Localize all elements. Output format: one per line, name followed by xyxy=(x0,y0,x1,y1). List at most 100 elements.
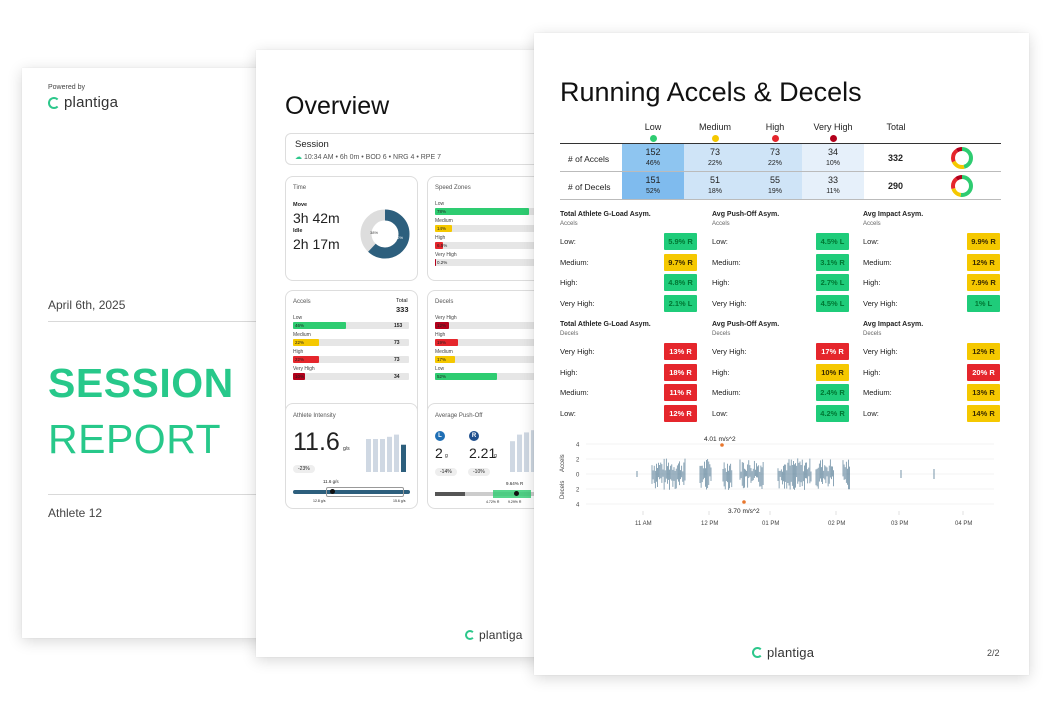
asym-badge: 9.7% R xyxy=(664,253,697,271)
row-label: # of Accels xyxy=(568,154,610,164)
asym-subtitle: Decels xyxy=(560,331,579,337)
title-report: REPORT xyxy=(48,416,222,462)
athlete-intensity-card: Athlete Intensity 11.6 g/s -23% 11.6 g/s… xyxy=(285,403,418,509)
asym-row-label: Low: xyxy=(863,237,879,246)
row-divider xyxy=(560,171,1001,172)
intensity-unit: g/s xyxy=(343,446,350,452)
asym-title: Avg Push-Off Asym. xyxy=(712,211,780,218)
total-header: Total xyxy=(886,122,906,132)
right-pushoff-change: -10% xyxy=(468,468,490,476)
left-pushoff-change: -14% xyxy=(435,468,457,476)
asym-badge: 2.1% L xyxy=(664,294,697,312)
total-value: 333 xyxy=(396,305,409,314)
count-pct: 22% xyxy=(707,160,722,167)
card-title: Accels xyxy=(293,299,311,305)
asym-title: Total Athlete G-Load Asym. xyxy=(560,321,651,328)
asym-subtitle: Decels xyxy=(712,331,731,337)
logo-text: plantiga xyxy=(767,645,815,660)
distribution-ring xyxy=(951,175,973,197)
zone-bar-fill xyxy=(435,225,452,232)
asym-subtitle: Decels xyxy=(863,331,882,337)
time-donut-chart: 38% 62% xyxy=(360,209,410,259)
y-tick-label: 4 xyxy=(576,443,580,449)
report-date: April 6th, 2025 xyxy=(48,298,126,312)
move-label: Move xyxy=(293,202,308,208)
asym-row-label: High: xyxy=(712,367,730,377)
range-high-label: 9.29% R xyxy=(508,500,522,504)
asym-title: Avg Impact Asym. xyxy=(863,211,924,218)
session-label: Session xyxy=(295,139,329,150)
session-details: ☁ 10:34 AM • 6h 0m • BOD 6 • NRG 4 • RPE… xyxy=(295,153,441,161)
asym-badge: 4.5% L xyxy=(816,294,849,312)
cloud-icon: ☁ xyxy=(295,154,302,161)
zone-color-dot xyxy=(829,135,837,142)
column-header-medium: Medium xyxy=(684,122,746,144)
zone-bar-fill xyxy=(435,322,450,329)
ring-segment xyxy=(951,175,973,197)
left-pushoff-unit: g xyxy=(445,453,448,459)
overview-page: Overview Session ☁ 10:34 AM • 6h 0m • BO… xyxy=(256,50,556,657)
count-cell: 33 11% xyxy=(802,172,864,199)
count-value: 34 xyxy=(827,147,838,157)
time-card: Time Move 3h 42m Idle 2h 17m 38% 62% xyxy=(285,176,418,281)
count-pct: 10% xyxy=(825,160,840,167)
intensity-marker-dot xyxy=(330,489,335,494)
zone-bar-track: 14% xyxy=(435,225,555,232)
history-bar xyxy=(510,441,515,472)
asym-badge: 2.4% R xyxy=(816,384,849,401)
footer-logo: plantiga xyxy=(752,645,814,660)
x-tick-label: 02 PM xyxy=(828,521,845,527)
session-summary-card: Session ☁ 10:34 AM • 6h 0m • BOD 6 • NRG… xyxy=(285,133,556,165)
asym-badge: 11% R xyxy=(664,384,697,401)
zone-pct: 52% xyxy=(437,374,447,379)
ring-segment xyxy=(951,147,973,169)
history-bar xyxy=(401,444,406,472)
peak-accel-marker xyxy=(720,443,724,447)
asym-title: Total Athlete G-Load Asym. xyxy=(560,211,651,218)
asym-row-label: Very High: xyxy=(863,347,898,356)
zone-bar-fill xyxy=(293,373,305,380)
table-top-rule xyxy=(560,143,1001,144)
pushoff-marker-dot xyxy=(514,491,519,496)
zone-pct: 10% xyxy=(295,374,305,379)
count-value: 73 xyxy=(709,147,720,157)
history-bar xyxy=(366,439,371,472)
count-pct: 52% xyxy=(645,188,660,195)
y-tick-label: 0 xyxy=(576,473,580,479)
count-pct: 18% xyxy=(707,188,722,195)
zone-pct: 22% xyxy=(295,357,305,362)
count-pct: 46% xyxy=(645,160,660,167)
powered-by-label: Powered by xyxy=(48,84,85,91)
zone-bar-track: 46% xyxy=(293,322,409,329)
zone-value: 153 xyxy=(394,323,403,329)
zone-bar-track: 17% xyxy=(435,356,555,363)
x-tick-label: 11 AM xyxy=(635,521,652,527)
zone-label: Very High xyxy=(435,315,457,321)
y-label-decels: Decels xyxy=(560,481,566,499)
zone-bar-track: 12% xyxy=(435,322,555,329)
total-label: Total xyxy=(396,298,408,304)
card-title: Average Push-Off xyxy=(435,413,483,419)
asym-badge: 13% R xyxy=(664,343,697,360)
asym-title: Avg Impact Asym. xyxy=(863,321,924,328)
zone-bar-fill xyxy=(435,208,529,215)
zone-bar-fill xyxy=(435,242,443,249)
peak-decel-label: 3.70 m/s^2 xyxy=(728,508,760,515)
asym-row-label: High: xyxy=(712,278,730,287)
ring-segment xyxy=(951,147,973,169)
zone-pct: 6.5% xyxy=(437,243,448,248)
asym-badge: 13% R xyxy=(967,384,1000,401)
zone-bar-track: 22% xyxy=(293,356,409,363)
history-bar xyxy=(380,439,385,472)
zone-pct: 0.2% xyxy=(437,260,448,265)
zone-label: Low xyxy=(435,201,445,207)
zone-label: Low xyxy=(435,366,445,372)
peak-accel-label: 4.01 m/s^2 xyxy=(704,436,736,443)
accel-decel-timeline-chart: 4 2 0 2 4 Accels Decels 11 AM 12 PM 01 PM 02 PM 03 … xyxy=(560,436,994,527)
zone-bar-track: 10% xyxy=(293,373,409,380)
range-high-label: 15.6 g/s xyxy=(393,499,406,503)
intensity-marker-label: 11.6 g/s xyxy=(323,479,339,484)
asym-row-label: Low: xyxy=(560,237,576,246)
zone-color-dot xyxy=(711,135,719,142)
count-pct: 11% xyxy=(826,188,840,195)
